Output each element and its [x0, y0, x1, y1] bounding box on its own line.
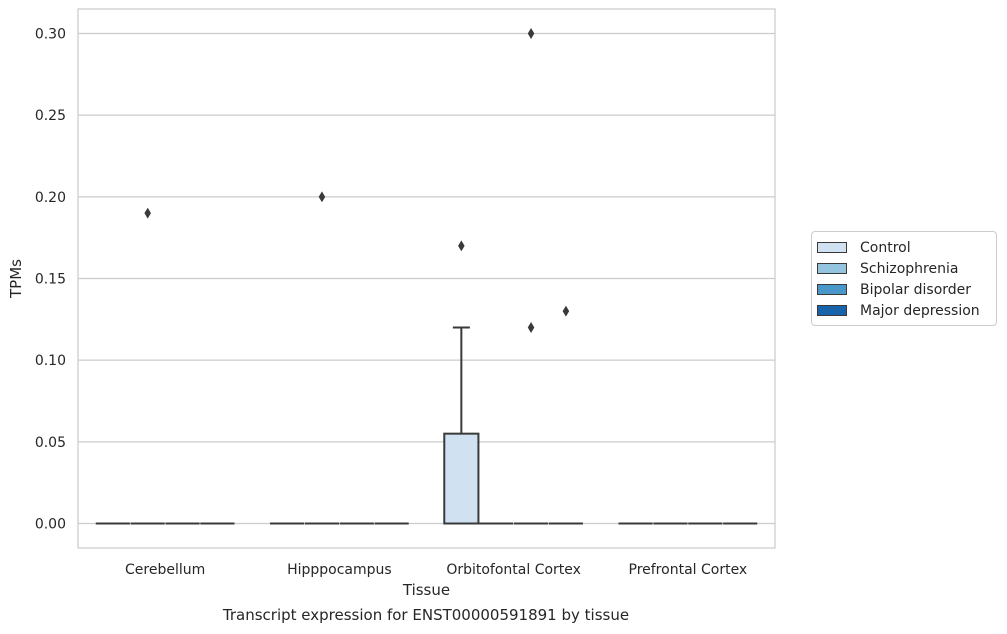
legend-label: Major depression	[860, 302, 980, 319]
outlier-point	[144, 207, 151, 219]
outlier-point	[318, 191, 326, 203]
x-tick-label: Orbitofontal Cortex	[446, 562, 581, 578]
legend-item: Schizophrenia	[817, 258, 996, 279]
y-tick-label: 0.00	[35, 517, 66, 533]
outlier-point	[527, 322, 535, 333]
y-tick-label: 0.15	[35, 272, 66, 288]
legend-item: Bipolar disorder	[817, 279, 996, 300]
box-group	[443, 240, 480, 525]
box-plot-marks	[95, 28, 758, 525]
x-tick-label: Hipppocampus	[287, 562, 392, 578]
y-axis-title: TPMs	[7, 259, 25, 299]
x-axis-title: Tissue	[402, 581, 450, 599]
box-group	[513, 28, 549, 525]
legend-label: Control	[860, 239, 911, 256]
y-axis: 0.00 0.05 0.10 0.15 0.20 0.25 0.30	[35, 27, 66, 533]
outlier-point	[458, 240, 465, 252]
chart-caption: Transcript expression for ENST0000059189…	[222, 606, 630, 624]
x-axis: Cerebellum Hipppocampus Orbitofontal Corte…	[125, 562, 747, 578]
x-tick-label: Cerebellum	[125, 562, 205, 578]
y-tick-label: 0.25	[35, 108, 66, 124]
legend-label: Schizophrenia	[860, 260, 959, 277]
legend-swatch	[817, 263, 847, 274]
y-tick-label: 0.10	[35, 353, 66, 369]
legend-swatch	[817, 242, 847, 253]
outlier-point	[527, 28, 535, 39]
box	[443, 432, 480, 525]
y-tick-label: 0.05	[35, 435, 66, 451]
legend-swatch	[817, 284, 847, 295]
outlier-point	[562, 305, 570, 317]
legend-label: Bipolar disorder	[860, 281, 972, 298]
plot-frame	[77, 8, 776, 549]
box-group	[548, 305, 583, 525]
x-tick-label: Prefrontal Cortex	[629, 562, 748, 578]
box-group	[304, 191, 340, 525]
legend: Control Schizophrenia Bipolar disorder Majo…	[811, 231, 997, 326]
legend-swatch	[817, 305, 847, 316]
legend-item: Control	[817, 237, 996, 258]
box-group	[130, 207, 165, 525]
y-tick-label: 0.30	[35, 27, 66, 43]
y-tick-label: 0.20	[35, 190, 66, 206]
legend-item: Major depression	[817, 300, 996, 321]
grid-lines	[78, 32, 775, 525]
